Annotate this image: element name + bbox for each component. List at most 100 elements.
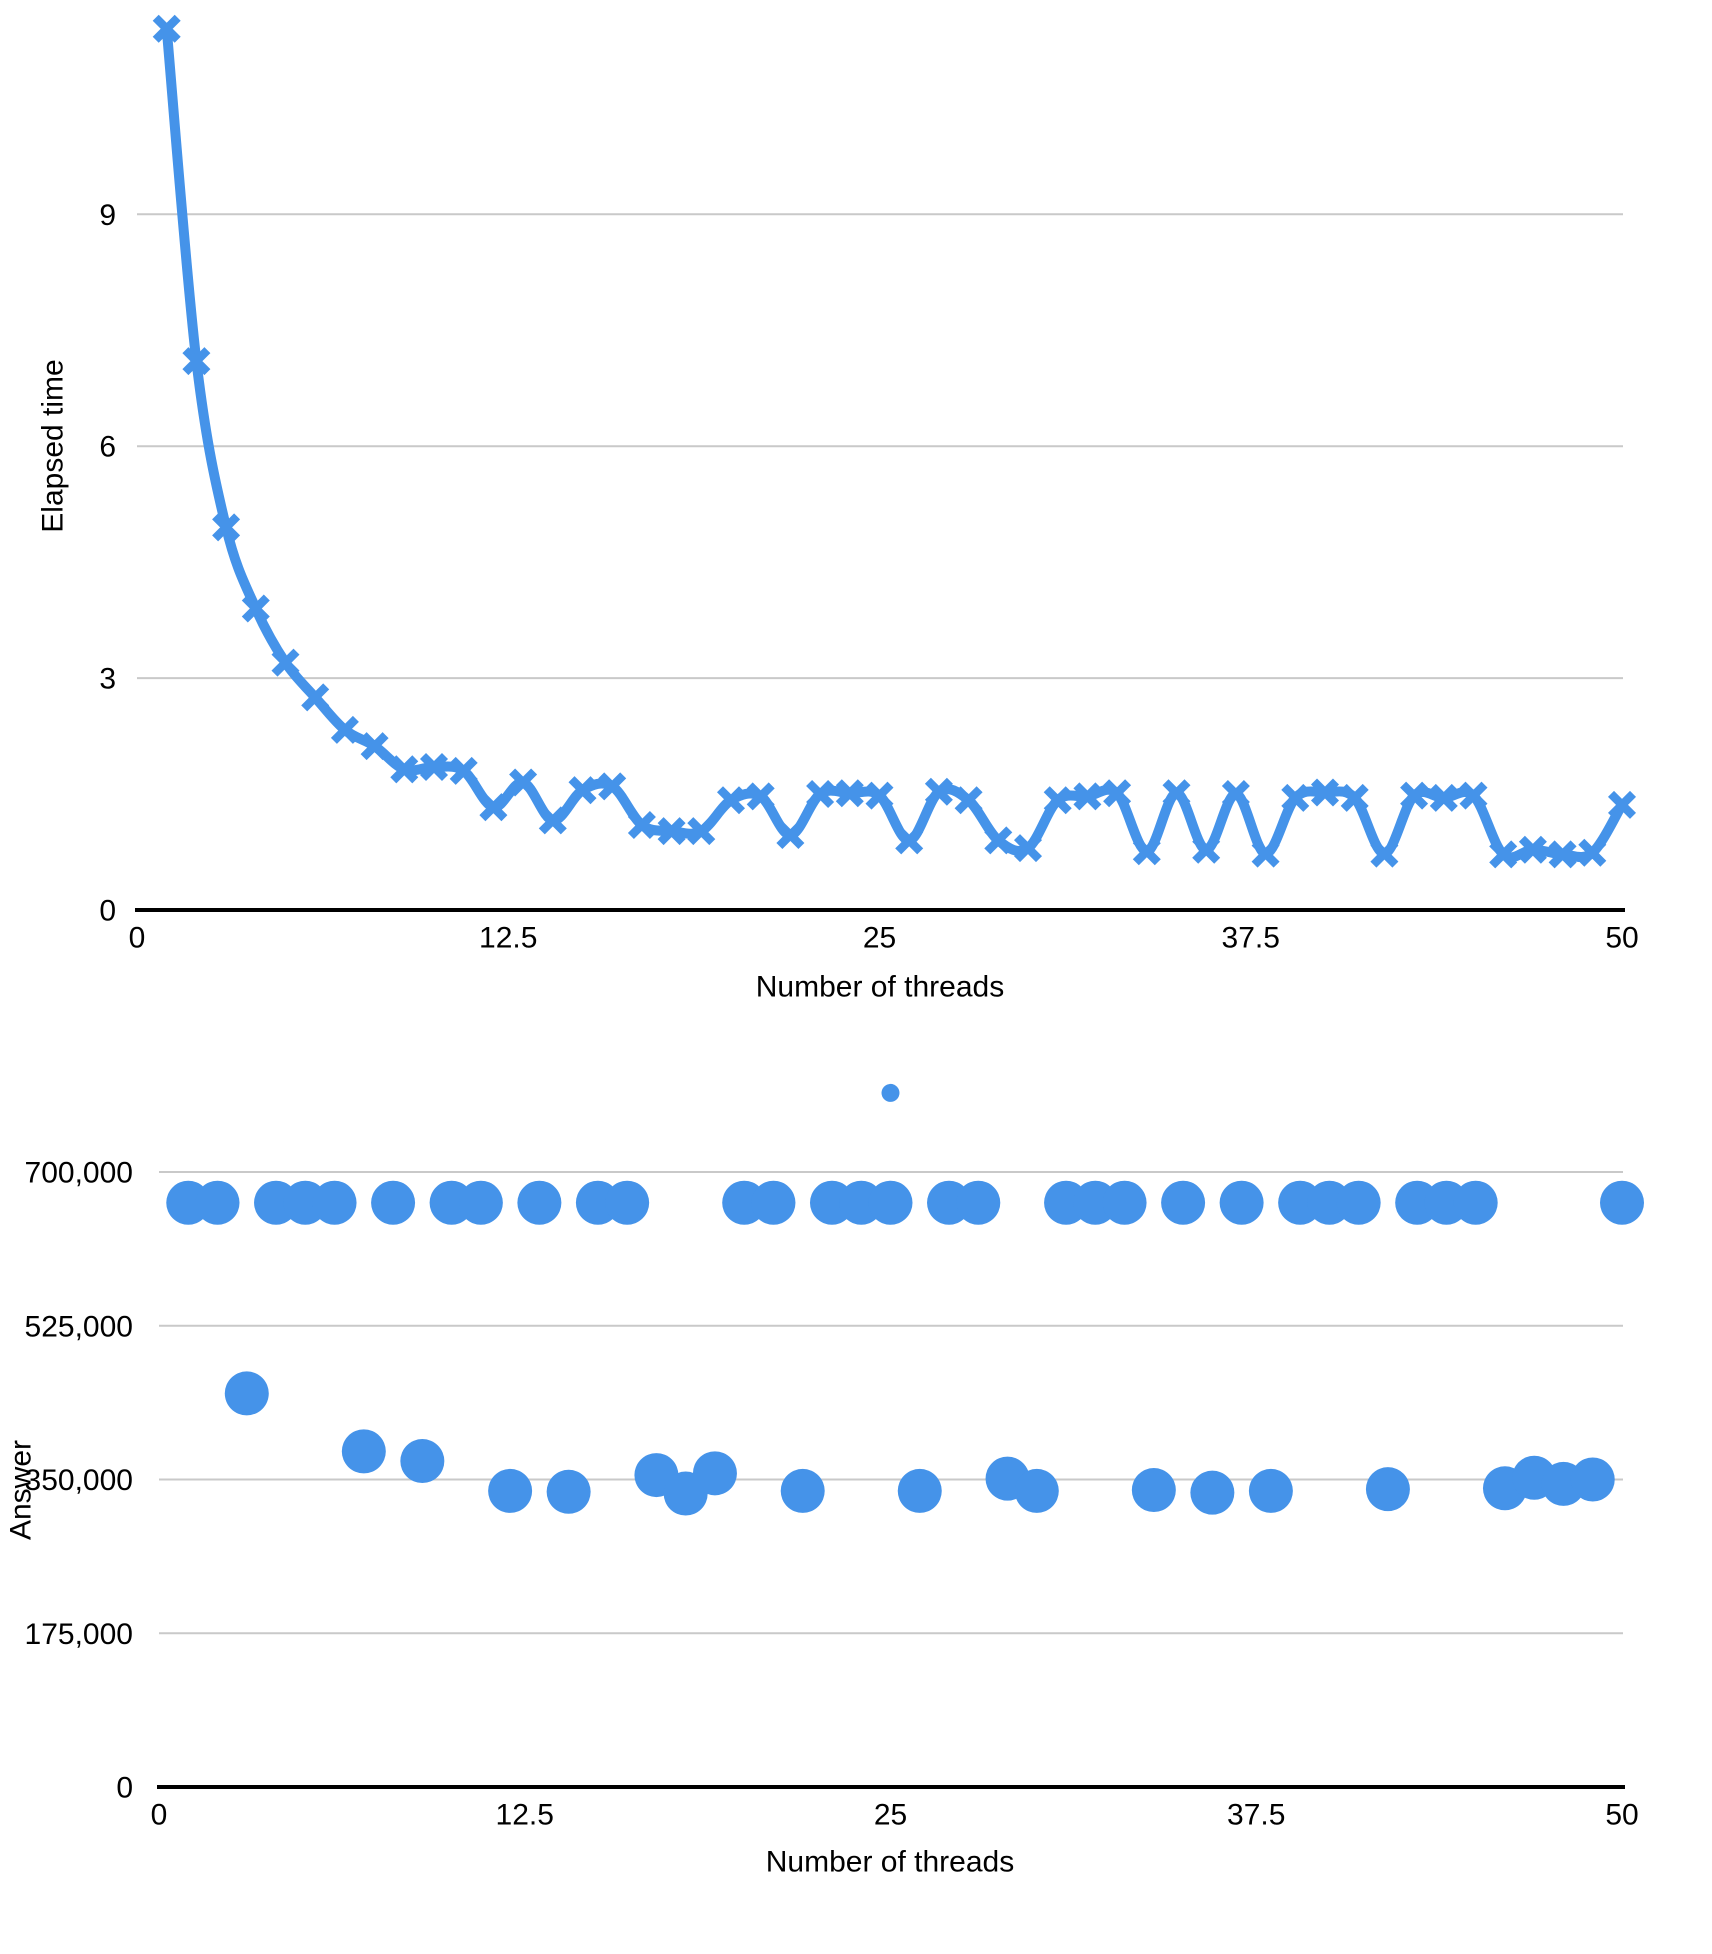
y-tick-label: 9 xyxy=(99,199,116,232)
data-point-x-marker xyxy=(390,755,419,784)
elapsed-time-gridlines xyxy=(137,213,1623,680)
data-point xyxy=(605,1180,650,1225)
data-point-x-marker xyxy=(1310,778,1340,807)
data-point-x-marker xyxy=(1162,779,1191,808)
data-point-x-marker xyxy=(449,756,478,785)
elapsed-time-series xyxy=(152,14,1637,869)
data-point xyxy=(1102,1180,1147,1225)
data-point xyxy=(1365,1467,1410,1512)
x-tick-label: 25 xyxy=(874,1799,907,1832)
data-point xyxy=(780,1468,825,1513)
data-point-x-marker xyxy=(1370,839,1399,868)
x-tick-label: 12.5 xyxy=(479,922,537,955)
data-point xyxy=(371,1180,416,1225)
data-point xyxy=(956,1180,1001,1225)
data-point-x-marker xyxy=(954,786,983,815)
data-point-x-marker xyxy=(865,781,894,810)
data-point-x-marker xyxy=(1548,840,1577,869)
data-point-x-marker xyxy=(419,752,449,782)
data-point-x-marker xyxy=(1489,840,1518,869)
y-tick-label: 3 xyxy=(99,663,116,696)
answer-gridlines xyxy=(159,1171,1623,1635)
data-point xyxy=(1336,1180,1381,1225)
data-point-x-marker xyxy=(716,786,746,815)
y-tick-label: 700,000 xyxy=(25,1157,133,1190)
data-point-x-marker xyxy=(1429,783,1458,812)
data-point xyxy=(458,1180,503,1225)
y-tick-label: 175,000 xyxy=(25,1618,133,1651)
data-point xyxy=(1600,1180,1644,1225)
data-point-x-marker xyxy=(182,347,211,376)
data-point xyxy=(1219,1180,1264,1225)
data-point-x-marker xyxy=(746,782,775,811)
answer-tick-labels: 0 12.5 25 37.5 50 0 175,000 350,000 525,000 700,0… xyxy=(25,1157,1639,1832)
data-point-x-marker xyxy=(1607,790,1637,819)
x-tick-label: 50 xyxy=(1605,922,1638,955)
data-point-x-marker xyxy=(568,776,597,805)
data-point-x-marker xyxy=(776,821,805,850)
data-point-x-marker xyxy=(1132,837,1161,866)
elapsed-time-x-axis-title: Number of threads xyxy=(756,971,1004,1004)
data-point-x-marker xyxy=(806,780,835,809)
data-point xyxy=(1190,1470,1235,1515)
data-point-x-marker xyxy=(657,817,686,846)
data-point xyxy=(1248,1468,1293,1513)
answer-y-axis-title: Answer xyxy=(5,1440,38,1540)
data-point-x-marker xyxy=(1013,834,1043,863)
data-point-x-marker xyxy=(1221,780,1250,809)
data-point xyxy=(312,1180,357,1225)
data-point xyxy=(400,1439,445,1484)
data-point xyxy=(1131,1468,1176,1513)
data-point-x-marker xyxy=(1192,835,1221,864)
data-point-x-marker xyxy=(1103,779,1132,808)
data-point-x-marker xyxy=(241,594,270,623)
x-tick-label: 37.5 xyxy=(1227,1799,1285,1832)
data-point-x-marker xyxy=(360,732,389,761)
data-point-x-marker xyxy=(627,810,656,839)
outlier-data-point xyxy=(881,1083,900,1102)
data-point xyxy=(195,1180,240,1225)
data-point xyxy=(868,1180,913,1225)
data-point-x-marker xyxy=(1400,781,1429,810)
x-tick-label: 25 xyxy=(863,922,896,955)
data-point xyxy=(546,1469,591,1514)
y-tick-label: 0 xyxy=(116,1772,133,1805)
data-point-x-marker xyxy=(1251,839,1280,868)
data-point-x-marker xyxy=(1340,783,1369,812)
elapsed-time-line xyxy=(161,28,1627,863)
data-point xyxy=(1161,1180,1206,1225)
data-point xyxy=(488,1468,533,1513)
data-point-x-marker xyxy=(984,826,1013,855)
data-point-x-marker xyxy=(152,14,181,43)
data-point xyxy=(517,1180,562,1225)
data-point-x-marker xyxy=(301,683,330,712)
answer-series xyxy=(166,1083,1644,1516)
y-tick-label: 525,000 xyxy=(25,1310,133,1343)
x-tick-label: 50 xyxy=(1605,1799,1638,1832)
y-tick-label: 0 xyxy=(99,895,116,928)
data-point-x-marker xyxy=(924,777,953,806)
elapsed-time-tick-labels: 0 12.5 25 37.5 50 0 3 6 9 xyxy=(99,199,1638,955)
answer-x-axis-title: Number of threads xyxy=(766,1846,1014,1879)
data-point-x-marker xyxy=(1043,786,1072,815)
data-point xyxy=(897,1468,942,1513)
y-tick-label: 6 xyxy=(99,431,116,464)
data-point-x-marker xyxy=(687,817,716,846)
elapsed-time-y-axis-title: Elapsed time xyxy=(37,359,70,532)
data-point-x-marker xyxy=(1281,783,1310,812)
data-point xyxy=(1570,1457,1615,1502)
data-point-x-marker xyxy=(479,793,508,822)
data-point xyxy=(341,1429,386,1474)
data-point xyxy=(1453,1180,1498,1225)
data-point-x-marker xyxy=(1518,835,1547,864)
data-point-x-marker xyxy=(835,779,864,808)
data-point-x-marker xyxy=(1073,782,1102,811)
data-point xyxy=(692,1451,737,1496)
data-point xyxy=(224,1371,269,1416)
data-point-x-marker xyxy=(271,648,300,677)
x-tick-label: 0 xyxy=(129,922,146,955)
data-point-x-marker xyxy=(330,715,359,744)
data-point xyxy=(751,1180,796,1225)
data-point-x-marker xyxy=(895,826,924,855)
